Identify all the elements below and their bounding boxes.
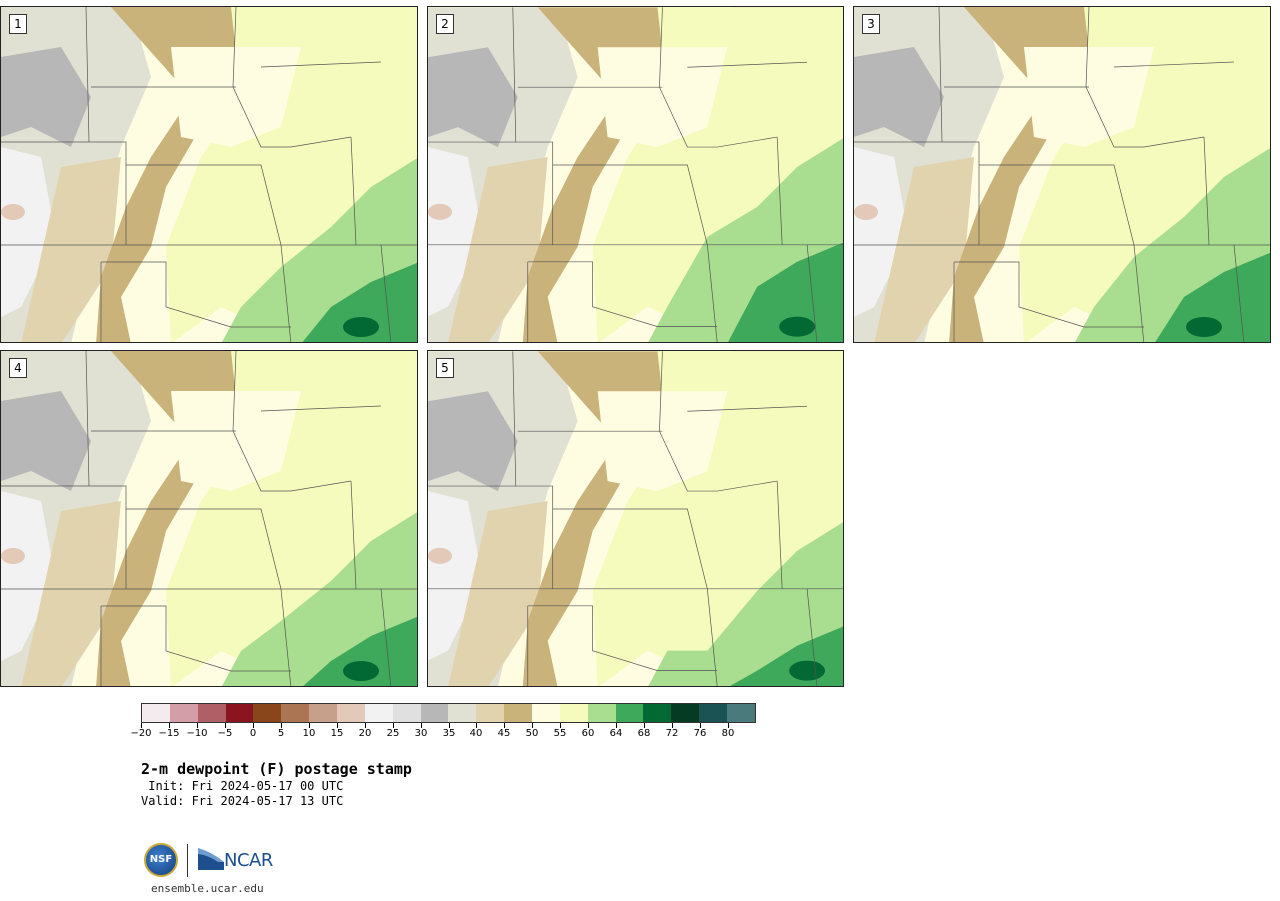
colorbar-cell (142, 704, 170, 722)
colorbar-cell (671, 704, 700, 722)
colorbar-cell (253, 704, 282, 722)
colorbar-tick-label: 30 (414, 728, 428, 739)
panel-number-label: 3 (862, 14, 880, 34)
colorbar-cell (699, 704, 728, 722)
colorbar-cell (504, 704, 533, 722)
colorbar-tick (393, 723, 394, 728)
panel-number-label: 1 (9, 14, 27, 34)
stamp-panel-2: 2 (427, 6, 844, 343)
colorbar-cell (225, 704, 254, 722)
colorbar-cell (587, 704, 616, 722)
colorbar-tick (309, 723, 310, 728)
stamp-panel-4: 4 (0, 350, 418, 687)
valid-time: Valid: Fri 2024-05-17 13 UTC (141, 794, 344, 808)
init-time: Init: Fri 2024-05-17 00 UTC (141, 779, 344, 793)
dewpoint-map (428, 7, 843, 342)
colorbar-tick-label: −10 (186, 728, 208, 739)
logo-divider (187, 844, 188, 877)
colorbar-tick (421, 723, 422, 728)
panel-number-label: 5 (436, 358, 454, 378)
nsf-logo-text: NSF (149, 854, 173, 865)
colorbar-tick (141, 723, 142, 728)
colorbar-tick (644, 723, 645, 728)
colorbar-tick-label: 25 (386, 728, 400, 739)
colorbar-tick (616, 723, 617, 728)
colorbar-cell (197, 704, 226, 722)
site-url: ensemble.ucar.edu (151, 882, 264, 895)
colorbar-tick-label: 50 (525, 728, 539, 739)
colorbar-tick-label: 80 (721, 728, 735, 739)
ncar-mark-icon (198, 848, 224, 870)
dewpoint-colorbar (141, 703, 756, 723)
map-title: 2-m dewpoint (F) postage stamp (141, 760, 412, 778)
colorbar-tick-label: 55 (553, 728, 567, 739)
colorbar-tick-label: 68 (637, 728, 651, 739)
colorbar-cell (169, 704, 198, 722)
colorbar-cell (420, 704, 449, 722)
colorbar-tick (728, 723, 729, 728)
colorbar-tick-label: −20 (130, 728, 152, 739)
colorbar-tick-label: 76 (693, 728, 707, 739)
colorbar-cell (532, 704, 560, 722)
colorbar-tick (700, 723, 701, 728)
colorbar-tick (476, 723, 477, 728)
colorbar-tick (588, 723, 589, 728)
panel-number-label: 2 (436, 14, 454, 34)
dewpoint-map (428, 351, 843, 686)
colorbar-tick-label: 10 (302, 728, 316, 739)
dewpoint-map (854, 7, 1270, 342)
colorbar-cell (643, 704, 672, 722)
colorbar-tick-label: 35 (442, 728, 456, 739)
colorbar-tick (253, 723, 254, 728)
colorbar-tick-label: 60 (581, 728, 595, 739)
colorbar-tick (337, 723, 338, 728)
colorbar-cell (559, 704, 588, 722)
colorbar-tick-label: 72 (665, 728, 679, 739)
colorbar-tick (169, 723, 170, 728)
colorbar-tick (672, 723, 673, 728)
stamp-panel-5: 5 (427, 350, 844, 687)
colorbar-tick (504, 723, 505, 728)
colorbar-tick-label: −5 (217, 728, 233, 739)
stamp-panel-1: 1 (0, 6, 418, 343)
ncar-logo-text: NCAR (224, 850, 273, 871)
colorbar-cell (281, 704, 310, 722)
colorbar-tick-label: 15 (330, 728, 344, 739)
colorbar-tick (365, 723, 366, 728)
colorbar-cell (337, 704, 365, 722)
colorbar-tick (532, 723, 533, 728)
colorbar-tick (225, 723, 226, 728)
dewpoint-map (1, 7, 417, 342)
dewpoint-map (1, 351, 417, 686)
nsf-logo: NSF (144, 843, 178, 877)
colorbar-tick-label: 0 (249, 728, 257, 739)
colorbar-ticks: −20 −15 −10 −5 0 5 10 15 20 25 30 35 40 45 50 55 60 64 68 7… (130, 723, 756, 743)
colorbar-cell (448, 704, 477, 722)
colorbar-cell (727, 704, 755, 722)
colorbar-tick-label: 45 (497, 728, 511, 739)
colorbar-tick (449, 723, 450, 728)
colorbar-tick-label: −15 (158, 728, 180, 739)
colorbar-cell (364, 704, 393, 722)
colorbar-cell (476, 704, 505, 722)
colorbar-tick (560, 723, 561, 728)
colorbar-tick-label: 5 (277, 728, 285, 739)
colorbar-tick-label: 40 (469, 728, 483, 739)
colorbar-tick (197, 723, 198, 728)
stamp-panel-3: 3 (853, 6, 1271, 343)
logo-area: NSF NCAR (144, 842, 274, 880)
colorbar-tick (281, 723, 282, 728)
colorbar-tick-label: 64 (609, 728, 623, 739)
colorbar-cell (392, 704, 421, 722)
panel-number-label: 4 (9, 358, 27, 378)
colorbar-cell (615, 704, 644, 722)
colorbar-cell (309, 704, 338, 722)
colorbar-tick-label: 20 (358, 728, 372, 739)
